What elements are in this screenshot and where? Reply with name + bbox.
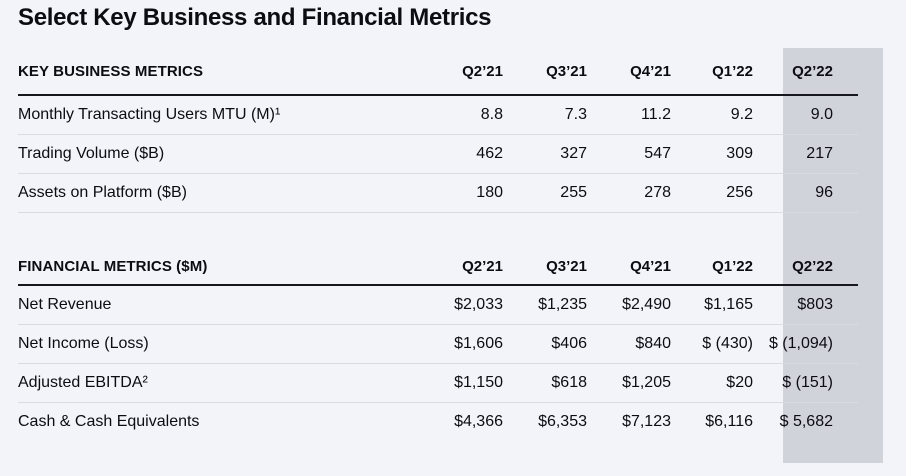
row-label: Monthly Transacting Users MTU (M)¹	[18, 95, 419, 135]
column-header-q221: Q2’21	[419, 248, 503, 286]
section-header: FINANCIAL METRICS ($M)	[18, 248, 419, 286]
metric-value: $2,490	[587, 285, 671, 325]
page-title: Select Key Business and Financial Metric…	[18, 4, 492, 31]
column-header-q122: Q1’22	[671, 48, 753, 96]
metric-value: $618	[503, 363, 587, 403]
metric-value: $1,150	[419, 363, 503, 403]
metric-value: 217	[753, 134, 858, 174]
metric-value: $1,606	[419, 324, 503, 364]
header-row: KEY BUSINESS METRICS Q2’21 Q3’21 Q4’21 Q1’22…	[18, 48, 858, 96]
metric-value: $803	[753, 285, 858, 325]
column-header-q421: Q4’21	[587, 48, 671, 96]
column-header-q321: Q3’21	[503, 248, 587, 286]
metric-value: $7,123	[622, 412, 671, 430]
row-label: Assets on Platform ($B)	[18, 173, 419, 213]
section-header: KEY BUSINESS METRICS	[18, 48, 419, 96]
metric-value: $840	[587, 324, 671, 364]
column-header-q222: Q2’22	[753, 48, 858, 96]
key-business-metrics-table: KEY BUSINESS METRICS Q2’21 Q3’21 Q4’21 Q1’22…	[18, 48, 858, 213]
metric-value: $20	[671, 363, 753, 403]
table-row: Trading Volume ($B) 462 327 547 309 217	[18, 134, 858, 174]
row-label: Adjusted EBITDA²	[18, 363, 419, 403]
metric-value: $4,366	[454, 412, 503, 430]
metric-value: $1,235	[503, 285, 587, 325]
metric-value: 180	[419, 173, 503, 213]
row-label: Cash & Cash Equivalents	[18, 412, 200, 430]
table-row: Monthly Transacting Users MTU (M)¹ 8.8 7.3…	[18, 95, 858, 135]
metric-value: 9.2	[671, 95, 753, 135]
table-row: Cash & Cash Equivalents $4,366 $6,353 $7,12…	[18, 402, 858, 458]
metric-value: $ 5,682	[779, 412, 833, 430]
table-row: Net Income (Loss) $1,606 $406 $840 $ (430) $ …	[18, 324, 858, 364]
metric-value: $6,353	[538, 412, 587, 430]
financial-metrics-table: FINANCIAL METRICS ($M) Q2’21 Q3’21 Q4’21 Q1’…	[18, 248, 858, 458]
metric-value: 96	[753, 173, 858, 213]
metric-value: $1,205	[587, 363, 671, 403]
metric-value: $ (151)	[753, 363, 858, 403]
metric-value: $6,116	[705, 412, 753, 430]
metric-value: 9.0	[753, 95, 858, 135]
metric-value: 278	[587, 173, 671, 213]
metric-value: 7.3	[503, 95, 587, 135]
metric-value: $2,033	[419, 285, 503, 325]
table-row: Assets on Platform ($B) 180 255 278 256 96	[18, 173, 858, 213]
table-row: Adjusted EBITDA² $1,150 $618 $1,205 $20 $ (15…	[18, 363, 858, 403]
column-header-q321: Q3’21	[503, 48, 587, 96]
table-row: Net Revenue $2,033 $1,235 $2,490 $1,165 $803	[18, 285, 858, 325]
column-header-q222: Q2’22	[753, 248, 858, 286]
row-label: Net Income (Loss)	[18, 324, 419, 364]
metric-value: 327	[503, 134, 587, 174]
metric-value: 8.8	[419, 95, 503, 135]
metric-value: $406	[503, 324, 587, 364]
metric-value: 255	[503, 173, 587, 213]
metric-value: 256	[671, 173, 753, 213]
metric-value: 547	[587, 134, 671, 174]
column-header-q221: Q2’21	[419, 48, 503, 96]
metric-value: 309	[671, 134, 753, 174]
metric-value: $1,165	[671, 285, 753, 325]
metric-value: $ (430)	[671, 324, 753, 364]
metric-value: 462	[419, 134, 503, 174]
metric-value: 11.2	[587, 95, 671, 135]
row-label: Net Revenue	[18, 285, 419, 325]
metric-value: $ (1,094)	[753, 324, 858, 364]
header-row: FINANCIAL METRICS ($M) Q2’21 Q3’21 Q4’21 Q1’…	[18, 248, 858, 286]
row-label: Trading Volume ($B)	[18, 134, 419, 174]
column-header-q421: Q4’21	[587, 248, 671, 286]
column-header-q122: Q1’22	[671, 248, 753, 286]
